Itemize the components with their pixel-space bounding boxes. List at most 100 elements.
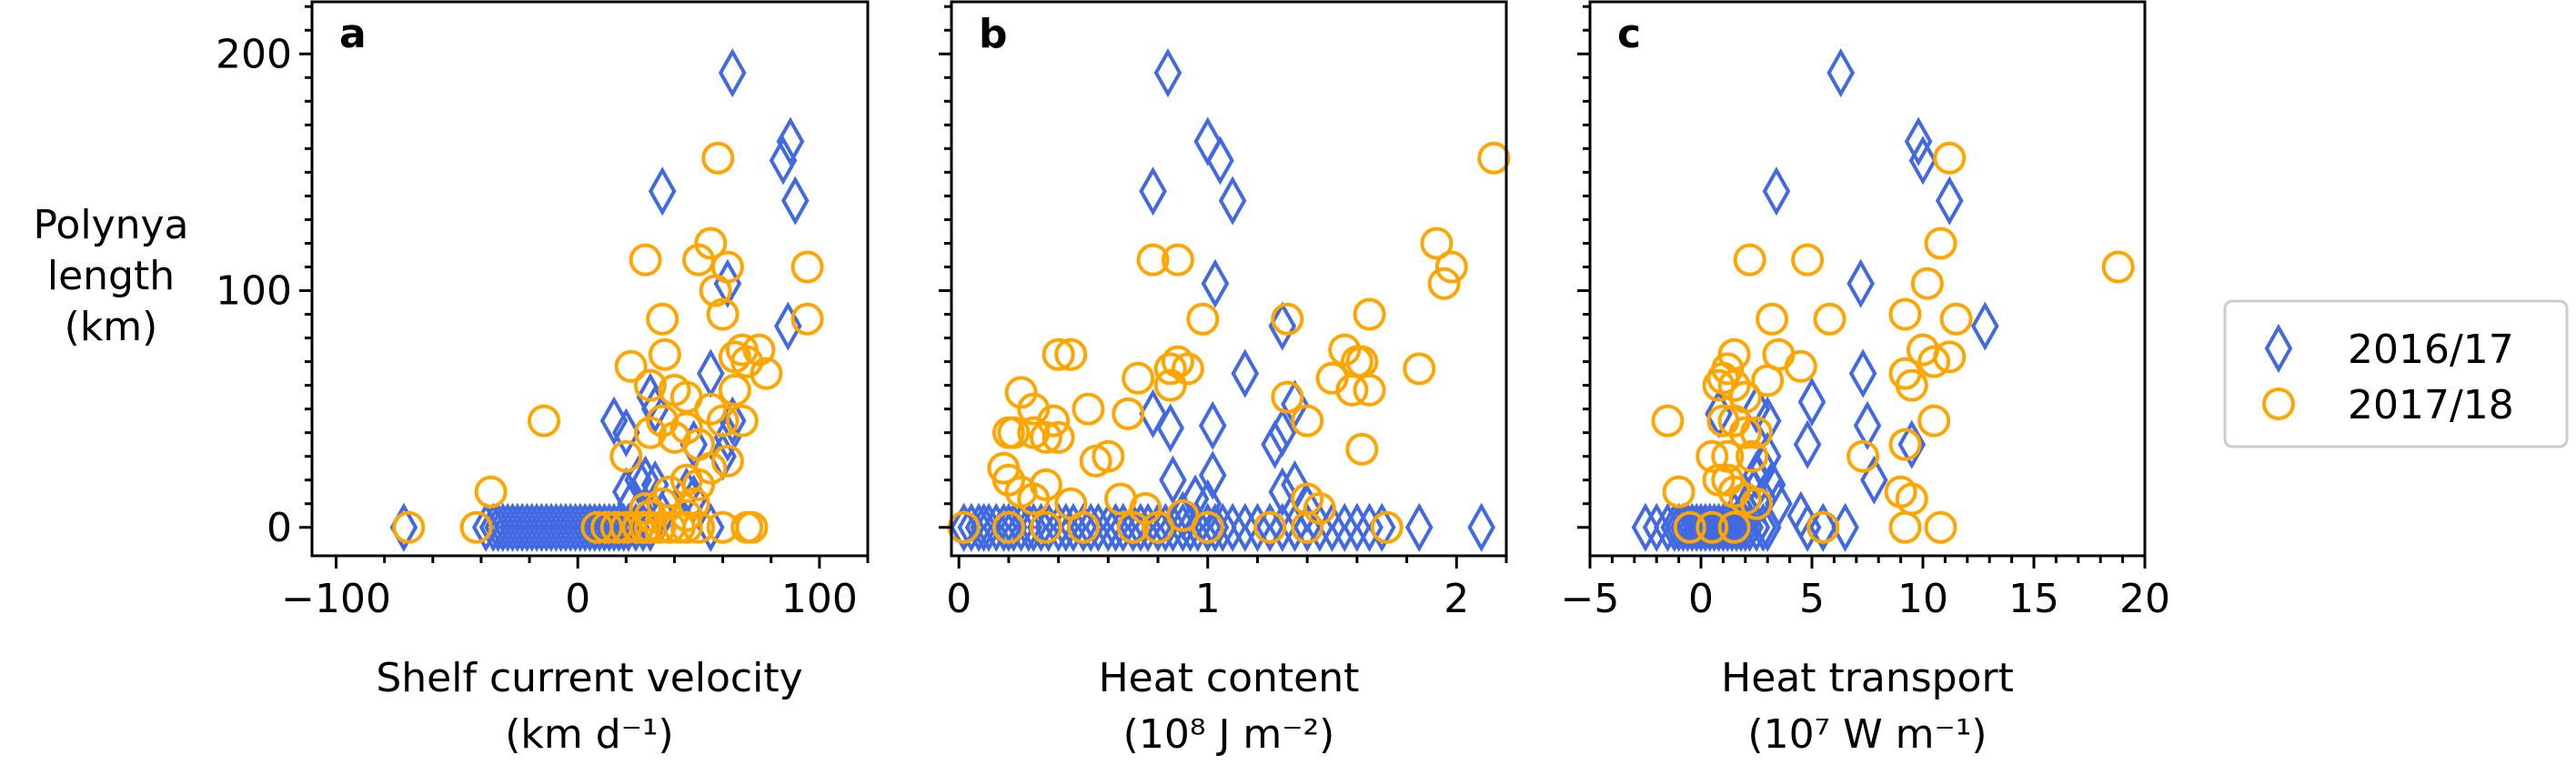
panel-a-2016-17-point-38: [781, 176, 810, 226]
panel-b-2017-18-point-48: [991, 463, 1025, 497]
panel-b-2017-18-point-57: [1303, 491, 1336, 525]
legend-label-2016-17: 2016/17: [2348, 327, 2514, 373]
panel-b-2016-17-point-51: [1193, 116, 1223, 166]
panel-b-2016-17-point-44: [1330, 502, 1359, 552]
panel-c-x-tick-label-0: 0: [1688, 576, 1714, 622]
panel-a-2017-18-point-57: [633, 498, 667, 532]
panel-b-2016-17-point-35: [1218, 502, 1247, 552]
panel-b-2017-18-point-14: [1136, 243, 1170, 277]
panel-c-x-tick-label-15: 15: [2008, 576, 2059, 622]
legend-frame: [2223, 299, 2569, 448]
panel-c-2017-18-point-9: [1733, 243, 1766, 277]
panel-c-frame: [1588, 0, 2147, 558]
panel-b-2016-17-point-69: [1193, 478, 1223, 528]
panel-c-2017-18-point-26: [1717, 368, 1751, 402]
panel-c-x-tick-label-20: 20: [2119, 576, 2170, 622]
panel-b-frame: [950, 0, 1508, 558]
panel-b-2017-18-point-55: [1129, 491, 1162, 525]
y-tick-label-200: 200: [216, 31, 292, 77]
panel-c-2017-18-point-1: [1696, 510, 1729, 544]
y-axis-label-line-2: length: [47, 253, 175, 299]
panel-b-2017-18-point-18: [1353, 297, 1386, 331]
panel-b-2017-18-point-7: [1253, 510, 1287, 544]
panel-c-2017-18-point-24: [1702, 368, 1736, 402]
panel-b-2016-17-point-58: [1139, 388, 1167, 438]
panel-b-2016-17-point-7: [994, 502, 1023, 552]
y-axis-label-line-3: (km): [65, 304, 158, 350]
panel-a-2017-18-point-23: [790, 250, 824, 284]
panel-c-2017-18-point-0: [1673, 510, 1706, 544]
panel-a-2017-18-point-32: [730, 345, 764, 378]
panel-c-2016-17-point-28: [1904, 116, 1933, 166]
panel-b-2017-18-point-10: [1477, 141, 1511, 175]
panel-a-2017-18-point-15: [682, 510, 716, 544]
panel-b-2017-18-point-24: [1328, 333, 1362, 367]
panel-b-2017-18-point-20: [1054, 337, 1088, 371]
panel-c-2017-18-point-48: [1888, 428, 1922, 461]
panel-a-2016-17-point-45: [599, 396, 629, 446]
panel-b-2017-18-point-39: [997, 416, 1031, 449]
panel-b-2016-17-point-50: [1153, 48, 1182, 98]
panel-a-2017-18-point-19: [701, 141, 735, 175]
panel-a-2017-18-point-46: [658, 420, 691, 454]
panel-c-2016-17-point-30: [1935, 176, 1964, 226]
panel-b-2016-17-point-46: [1355, 502, 1384, 552]
panel-b-2017-18-point-23: [1171, 352, 1204, 386]
panel-a-2017-18-point-3: [528, 404, 561, 438]
panel-a-2017-18-point-43: [706, 404, 740, 438]
x-axis-label-a-line-1: Shelf current velocity: [376, 655, 802, 701]
panel-a-2017-18-point-33: [648, 337, 681, 371]
panel-b-2016-17-point-59: [1156, 403, 1185, 453]
panel-c-2017-18-point-38: [1736, 439, 1769, 473]
panel-b-2017-18-point-44: [1271, 380, 1304, 414]
panel-c-2017-18-point-3: [1806, 510, 1840, 544]
panel-c-2017-18-point-29: [1895, 368, 1928, 402]
panel-c-2016-17-point-52: [1786, 490, 1816, 540]
panel-c-2016-17-point-22: [1749, 502, 1777, 552]
panel-c-2016-17-point-33: [1846, 258, 1875, 308]
panel-b-2016-17-point-48: [1404, 502, 1434, 552]
panel-c-2017-18-point-47: [1895, 482, 1928, 516]
panel-a-2017-18-point-41: [646, 404, 679, 438]
legend-marker-2016-17: [2264, 323, 2293, 374]
x-axis-label-b-line-2: (10⁸ J m⁻²): [1123, 711, 1335, 758]
panel-b-2016-17-point-70: [1169, 490, 1197, 540]
panel-c-2017-18-point-37: [1711, 439, 1745, 473]
panel-b-2016-17-point-37: [1243, 502, 1272, 552]
panel-b-2017-18-point-51: [1029, 468, 1062, 501]
panel-c-2016-17-point-32: [1971, 301, 1999, 351]
panel-b-2017-18-point-33: [1122, 361, 1155, 395]
panel-b-2017-18-point-9: [1370, 510, 1404, 544]
panel-a-2017-18-point-18: [735, 510, 769, 544]
panel-c-2017-18-point-13: [1939, 302, 1973, 336]
panel-a: a 0 100 200 −100 0 100: [216, 0, 870, 622]
panel-c-2017-18-point-39: [1846, 439, 1880, 473]
panel-c-x-tick-label--5: −5: [1561, 576, 1620, 622]
panel-a-frame: [310, 0, 870, 558]
panel-a-2017-18-point-1: [459, 510, 493, 544]
panel-a-2016-17-point-39: [648, 166, 677, 216]
panel-a-2017-18-point-34: [614, 349, 648, 383]
panel-a-label: a: [339, 11, 367, 57]
panel-b-2017-18-point-1: [991, 510, 1025, 544]
panel-b-2017-18-point-17: [1271, 302, 1304, 336]
panel-c-2017-18-point-5: [1924, 510, 1957, 544]
panel-c-2016-17-point-27: [1826, 48, 1856, 98]
panel-c-2016-17-point-48: [1749, 474, 1777, 524]
panel-a-2017-18-point-28: [646, 302, 679, 336]
panel-c-2016-17-point-31: [1762, 166, 1791, 216]
panel-c-2016-17-point-45: [1742, 450, 1771, 500]
panel-b-2017-18-point-27: [1403, 352, 1436, 386]
panel-b-2016-17-point-36: [1231, 502, 1260, 552]
panel-a-2016-17-point-34: [697, 502, 725, 552]
panel-c-2017-18-point-12: [1888, 297, 1922, 331]
panel-b-2017-18-point-21: [1153, 352, 1187, 386]
panel-a-2017-18-point-20: [629, 243, 662, 277]
panel-c-x-tick-label-10: 10: [1897, 576, 1948, 622]
panel-a-2017-18-point-45: [633, 416, 667, 449]
panel-b-2017-18-point-34: [1153, 368, 1187, 402]
panel-b-2017-18-point-13: [1427, 267, 1461, 300]
panel-a-x-tick-label-0: 0: [565, 576, 590, 622]
panel-a-x-tick-label--100: −100: [281, 576, 391, 622]
panel-a-2017-18-point-14: [669, 510, 703, 544]
